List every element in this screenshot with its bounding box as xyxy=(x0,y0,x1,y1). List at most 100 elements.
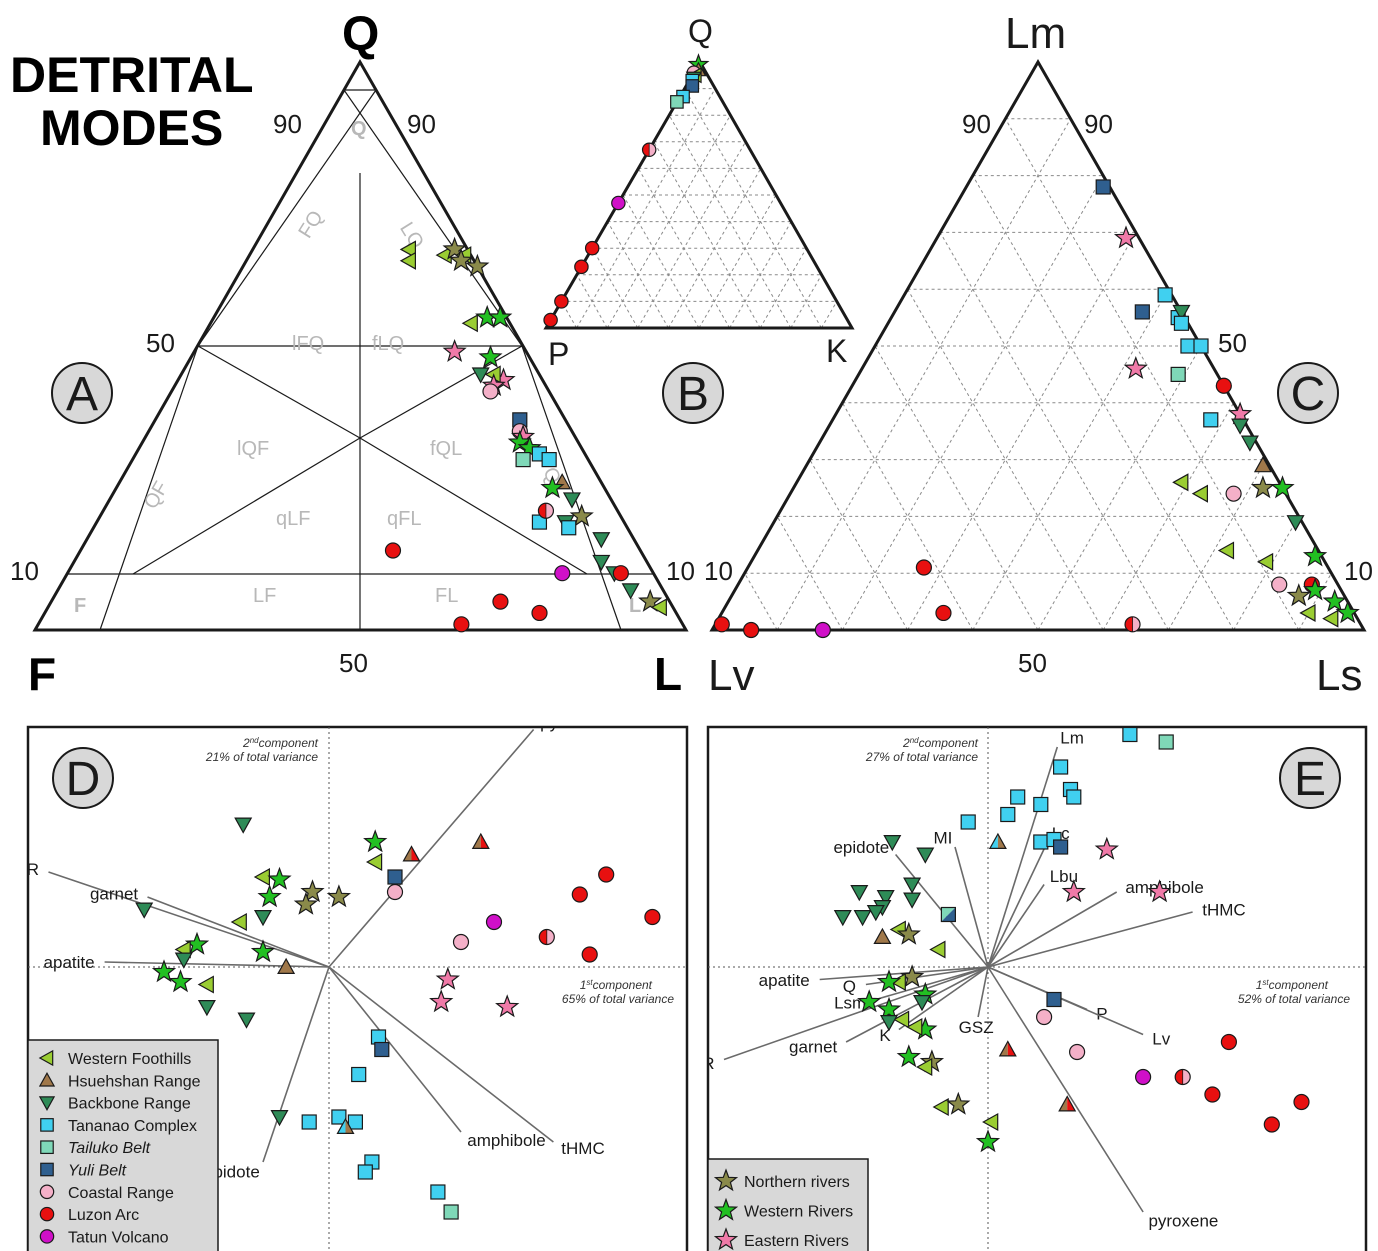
grid-line xyxy=(809,459,909,631)
grid-line xyxy=(576,274,608,329)
panel-e-vector-gsz xyxy=(977,966,989,1018)
panel-label-a: A xyxy=(51,362,113,424)
point-c-luzon-arc xyxy=(713,616,730,633)
point-a-backbone-range xyxy=(562,492,581,509)
point-c-yuli-belt xyxy=(1095,179,1111,195)
panel-d-point-tananao-hsuehshan-mixed xyxy=(336,1117,355,1135)
legend-e-label-northern-rivers: Northern rivers xyxy=(744,1174,850,1191)
point-a-tananao-complex xyxy=(561,520,577,536)
panel-d-point-luzon-arc xyxy=(644,908,661,926)
point-c-luzon-arc xyxy=(743,621,760,639)
point-c-western-rivers xyxy=(1335,600,1360,624)
panel-e-vector-label-ztr: ZTR xyxy=(682,1054,715,1073)
panel-e-vector-label-p: P xyxy=(1096,1004,1107,1023)
point-a-tailuko-belt xyxy=(515,452,531,468)
panel-e-x-note-2: 52% of total variance xyxy=(1238,992,1350,1006)
panel-e-vector-k xyxy=(898,966,989,1031)
panel-d-point-western-foothills xyxy=(253,867,270,887)
panel-e-point-luzon-coastal-mixed xyxy=(1174,1068,1191,1086)
panel-d-point-western-foothills xyxy=(230,912,247,932)
panel-d-point-tananao-complex xyxy=(301,1114,317,1130)
panel-e-point-backbone-range xyxy=(833,909,852,927)
point-c-northern-rivers xyxy=(1250,475,1276,499)
apex-c-lm: Lm xyxy=(1005,9,1066,58)
panel-d-point-coastal-range xyxy=(386,883,404,901)
panel-e-legend: Northern rivers Western Rivers Eastern Riv… xyxy=(707,1158,869,1251)
panel-e-biplot: 2ndcomponent 27% of total variance 1stco… xyxy=(682,725,1368,1251)
point-c-hsuehshan-range xyxy=(1253,456,1272,473)
point-b-luzon-arc xyxy=(584,240,600,256)
panel-d-point-northern-rivers xyxy=(293,891,319,915)
point-a-backbone-range xyxy=(592,532,611,549)
legend-d-label-tananao-complex: Tananao Complex xyxy=(68,1118,197,1135)
point-c-western-rivers xyxy=(1322,588,1347,612)
point-a-luzon-arc xyxy=(612,565,629,582)
tick-a-left-90: 90 xyxy=(273,109,302,139)
field-label-lqf: lQF xyxy=(237,438,269,460)
panel-c-ternary: 90 90 50 10 10 50 Lm Lv Ls xyxy=(704,9,1373,700)
point-c-yuli-belt xyxy=(1134,304,1150,320)
panel-d-point-western-rivers xyxy=(363,829,388,853)
grid-line xyxy=(729,221,792,329)
field-label-fq: FQ xyxy=(294,207,327,242)
panel-e-point-backbone-range xyxy=(866,904,885,922)
tick-a-right-10: 10 xyxy=(666,556,695,586)
panel-e-vector-label-epidote: epidote xyxy=(833,838,889,857)
panel-e-vector-label-mi: MI xyxy=(933,828,952,847)
grid-line xyxy=(653,141,761,329)
panel-e-vector-label-garnet: garnet xyxy=(789,1038,837,1057)
legend-d-label-tatun-volcano: Tatun Volcano xyxy=(68,1229,169,1246)
panel-d-point-luzon-arc xyxy=(581,946,598,963)
panel-e-point-western-foothills xyxy=(892,1010,910,1029)
panel-e-vector-label-thmc: tHMC xyxy=(1202,900,1245,919)
panel-e-vector-label-lv: Lv xyxy=(1152,1029,1170,1048)
point-a-western-rivers xyxy=(540,475,565,499)
legend-d-label-backbone-range: Backbone Range xyxy=(68,1096,191,1113)
panel-e-point-western-rivers xyxy=(896,1044,921,1068)
panel-e-point-western-rivers xyxy=(876,969,902,993)
point-a-luzon-arc xyxy=(453,616,470,633)
panel-e-vector-lsm xyxy=(875,966,989,1001)
panel-e-point-eastern-rivers xyxy=(1094,836,1119,860)
panel-e-point-backbone-range xyxy=(876,889,895,907)
legend-d-marker-western-foothills xyxy=(38,1049,54,1067)
field-label-qlf: qLF xyxy=(276,508,310,530)
point-b-tailuko-belt xyxy=(670,95,684,109)
panel-d-vector-label-pyroxene: pyroxene xyxy=(540,713,610,732)
point-c-western-rivers xyxy=(1270,475,1295,499)
panel-e-vector-label-q: Q xyxy=(843,977,856,996)
grid-line xyxy=(759,247,807,329)
panel-e-point-backbone-range xyxy=(903,892,922,909)
legend-d-marker-yuli-belt xyxy=(40,1162,54,1177)
legend-e-entries: Northern rivers Western Rivers Eastern Riv… xyxy=(713,1168,853,1251)
legend-d-box xyxy=(27,1039,219,1251)
panel-a-ternary: Q FQ LQ lFQ fLQ lQF fQL QF QL qLF qFL F … xyxy=(10,8,695,700)
legend-e-marker-northern-rivers xyxy=(713,1168,739,1192)
panel-d-vector-garnet xyxy=(147,896,330,968)
point-a-northern-rivers xyxy=(569,503,594,527)
field-label-lfq: lFQ xyxy=(292,333,324,355)
panel-e-vector-thmc xyxy=(987,911,1193,968)
point-a-luzon-coastal-mixed xyxy=(537,502,555,519)
grid-line xyxy=(698,194,777,329)
field-label-qf: QF xyxy=(140,478,173,513)
field-label-l: L xyxy=(629,595,641,617)
panel-label-d-text: D xyxy=(66,753,101,806)
panel-e-point-backbone-range xyxy=(853,909,872,927)
point-a-western-rivers xyxy=(488,304,513,328)
grid-line xyxy=(607,221,669,329)
tick-c-right-90: 90 xyxy=(1084,109,1113,139)
tick-c-right-10: 10 xyxy=(1344,556,1373,586)
point-a-luzon-arc xyxy=(384,542,402,559)
legend-d-label-coastal-range: Coastal Range xyxy=(68,1185,174,1202)
panel-d-point-backbone-range xyxy=(253,909,273,927)
grid-line xyxy=(1167,459,1267,631)
grid-line xyxy=(684,88,822,329)
panel-d-vector-epidote xyxy=(262,966,330,1163)
panel-e-point-backbone-range xyxy=(912,994,932,1012)
grid-line xyxy=(939,232,1169,631)
panel-e-frame xyxy=(706,725,1368,1251)
figure-title-line-2: MODES xyxy=(40,100,223,156)
panel-d-point-tananao-complex xyxy=(357,1164,373,1180)
panel-e-point-luzon-arc xyxy=(1293,1093,1310,1111)
